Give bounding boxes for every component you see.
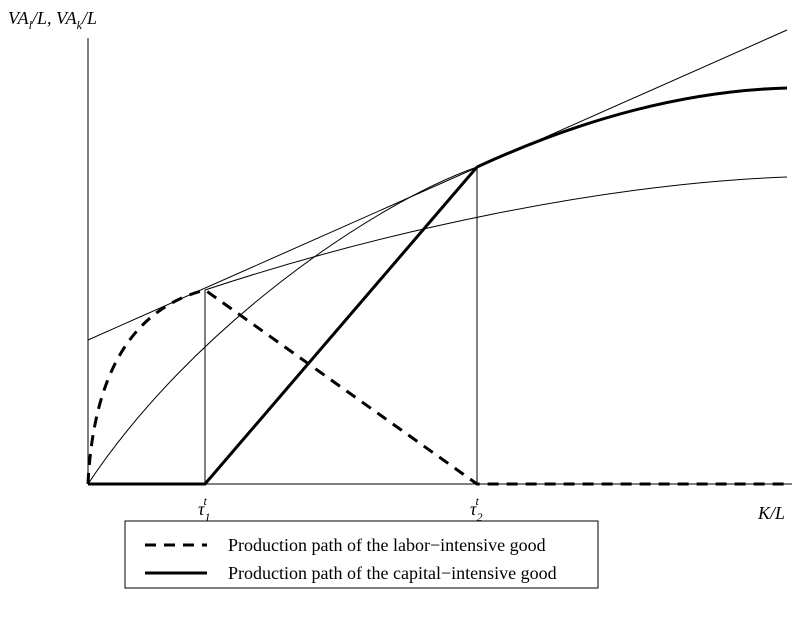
capital-frontier bbox=[476, 86, 788, 169]
y-axis-label: VAl/L, VAk/L bbox=[8, 8, 97, 32]
tick-symbol: τ bbox=[198, 499, 205, 519]
x-axis-label: K/L bbox=[757, 503, 785, 523]
tick-symbol: τ bbox=[470, 499, 477, 519]
labor-path bbox=[86, 288, 787, 486]
label-sub: l bbox=[29, 18, 33, 32]
labor-curve bbox=[204, 176, 788, 291]
tangent-line bbox=[87, 29, 788, 341]
legend-entry: Production path of the labor−intensive g… bbox=[228, 535, 546, 555]
tick-sub: 2 bbox=[476, 510, 482, 524]
label-part: /L, VA bbox=[31, 8, 78, 28]
tick-sup: t bbox=[203, 494, 207, 508]
label-sub: k bbox=[77, 18, 83, 32]
capital-path bbox=[88, 166, 479, 486]
tick-label: τ2 t bbox=[470, 494, 482, 524]
legend-entry: Production path of the capital−intensive… bbox=[228, 563, 557, 583]
tick-label: τ1 t bbox=[198, 494, 210, 524]
tick-sub: 1 bbox=[204, 510, 210, 524]
label-part: VA bbox=[8, 8, 30, 28]
label-part: /L bbox=[81, 8, 97, 28]
capital-curve bbox=[87, 166, 478, 485]
legend-box bbox=[124, 520, 599, 589]
tick-sup: t bbox=[475, 494, 479, 508]
